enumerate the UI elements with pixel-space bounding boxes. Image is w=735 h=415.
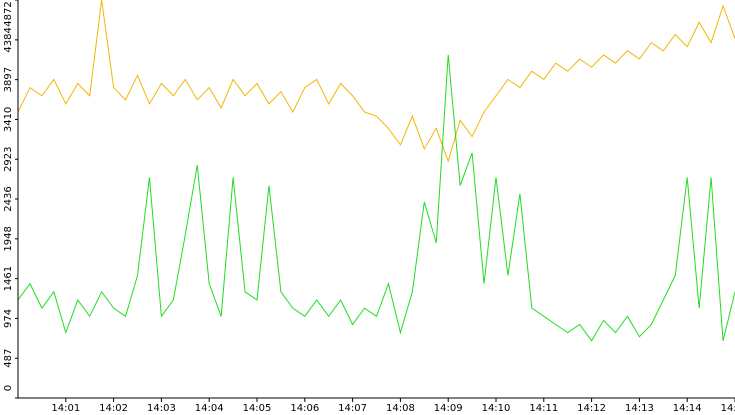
y-tick-label: 1948 <box>3 226 14 251</box>
y-tick-label: 3897 <box>3 67 14 92</box>
y-tick-label: 974 <box>3 309 14 328</box>
x-tick-label: 14:05 <box>243 403 272 414</box>
y-tick-label: 487 <box>3 349 14 368</box>
x-tick-label: 14:09 <box>434 403 463 414</box>
x-tick-label: 14:03 <box>147 403 176 414</box>
y-tick-label: 1461 <box>3 266 14 291</box>
y-tick-label: 3410 <box>3 107 14 132</box>
x-tick-label: 14:12 <box>577 403 606 414</box>
y-tick-label: 2436 <box>3 186 14 211</box>
x-tick-label: 14:04 <box>195 403 224 414</box>
x-tick-label: 14:01 <box>51 403 80 414</box>
x-tick-label: 14:07 <box>338 403 367 414</box>
x-tick-label: 14:06 <box>290 403 319 414</box>
x-tick-label: 14:08 <box>386 403 415 414</box>
x-tick-label: 14:11 <box>529 403 558 414</box>
x-tick-label: 14:15 <box>721 403 735 414</box>
line-series <box>17 0 735 163</box>
x-tick-label: 14:13 <box>625 403 654 414</box>
x-tick-label: 14:10 <box>482 403 511 414</box>
y-tick-label: 0 <box>3 385 14 391</box>
y-tick-label: 4872 <box>3 1 14 26</box>
x-tick-label: 14:02 <box>99 403 128 414</box>
line-series <box>17 54 735 342</box>
y-tick-label: 2923 <box>3 146 14 171</box>
x-tick-label: 14:14 <box>673 403 702 414</box>
y-tick-label: 4384 <box>3 27 14 52</box>
